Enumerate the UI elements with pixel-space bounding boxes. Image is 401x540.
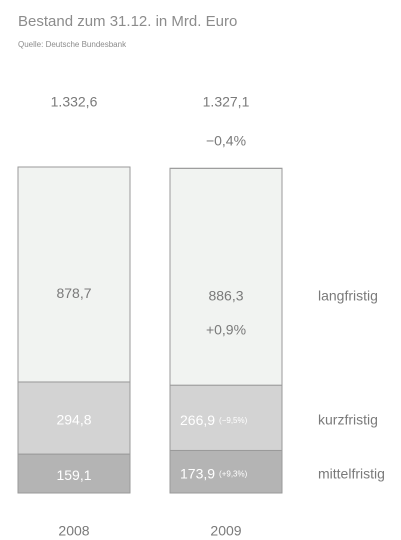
value-label: 173,9: [180, 465, 215, 481]
bar-outline: [169, 167, 283, 494]
change-label: +0,9%: [206, 321, 246, 337]
x-tick-label: 2009: [210, 523, 241, 539]
total-change-label: −0,4%: [206, 133, 246, 149]
bar-segment: [17, 381, 131, 455]
change-label: (−9,5%): [219, 416, 248, 425]
legend-label: kurzfristig: [318, 412, 378, 428]
value-label: 266,9 (−9,5%): [180, 412, 248, 428]
legend-label: langfristig: [318, 287, 378, 303]
bar-segment: [17, 453, 131, 494]
value-label: 886,3: [208, 287, 243, 303]
bar-segment: [169, 167, 283, 386]
value-label: 878,7: [56, 285, 91, 301]
bar-segment: [17, 166, 131, 383]
change-label: (+9,3%): [219, 470, 248, 479]
chart-title: Bestand zum 31.12. in Mrd. Euro: [18, 13, 237, 30]
bar-outline: [17, 166, 131, 494]
value-label: 159,1: [56, 467, 91, 483]
total-label: 1.332,6: [51, 94, 98, 110]
legend-label: mittelfristig: [318, 465, 385, 481]
chart-subtitle: Quelle: Deutsche Bundesbank: [18, 40, 127, 49]
value-label: 173,9 (+9,3%): [180, 465, 248, 481]
value-label: 294,8: [56, 412, 91, 428]
value-label: 266,9: [180, 412, 215, 428]
x-tick-label: 2008: [58, 523, 89, 539]
total-label: 1.327,1: [203, 94, 250, 110]
